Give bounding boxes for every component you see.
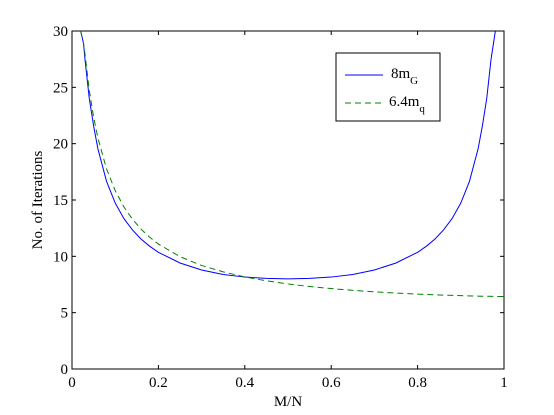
legend-label-6-4mq: 6.4mq: [389, 94, 425, 115]
y-tick-label: 5: [61, 306, 69, 322]
x-axis-label: M/N: [274, 394, 303, 410]
x-tick-label: 0.6: [322, 375, 341, 391]
x-tick-label: 0.8: [408, 375, 427, 391]
y-tick-label: 0: [61, 362, 69, 378]
x-tick-label: 0.4: [235, 375, 254, 391]
y-axis-label: No. of Iterations: [30, 150, 46, 249]
y-tick-label: 10: [53, 249, 68, 265]
legend: 8mG 6.4mq: [335, 52, 441, 122]
series-line-0: [80, 30, 496, 280]
axis-ticks: [71, 30, 505, 370]
legend-label-8mg-sub: G: [410, 75, 418, 87]
legend-label-6-4mq-main: 6.4m: [389, 94, 420, 110]
series-layer: [80, 30, 505, 298]
series-line-1: [80, 30, 505, 298]
y-tick-label: 20: [53, 137, 68, 153]
legend-label-8mg: 8mG: [391, 66, 418, 87]
legend-label-6-4mq-sub: q: [419, 103, 425, 115]
legend-label-8mg-main: 8m: [391, 66, 411, 82]
y-tick-label: 15: [53, 193, 68, 209]
x-tick-label: 1: [500, 375, 508, 391]
y-tick-label: 30: [53, 24, 68, 40]
x-tick-label: 0: [68, 375, 76, 391]
x-tick-label: 0.2: [149, 375, 168, 391]
legend-box: [335, 52, 441, 122]
y-tick-label: 25: [53, 80, 68, 96]
